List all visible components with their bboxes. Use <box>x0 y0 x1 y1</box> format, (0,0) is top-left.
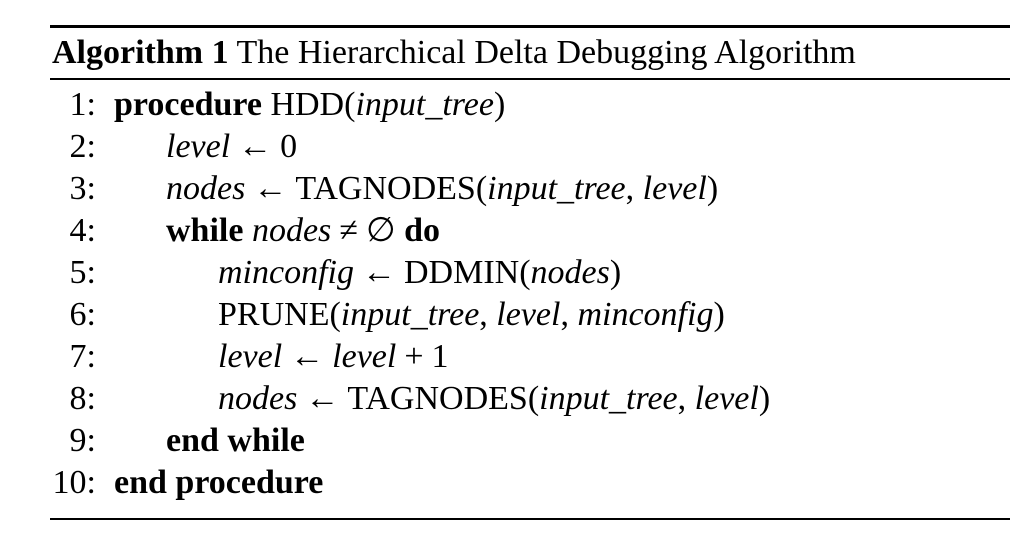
line-number: 10: <box>52 464 96 501</box>
algorithm-box: Algorithm 1 The Hierarchical Delta Debug… <box>50 25 1010 520</box>
paren-close: ) <box>758 380 771 417</box>
paren-open: ( <box>519 254 531 291</box>
var-input-tree: input_tree <box>340 296 480 333</box>
function-ddmin: DDMIN <box>403 254 520 291</box>
paren-close: ) <box>706 170 719 207</box>
literal-one: 1 <box>431 338 449 375</box>
algorithm-caption: Algorithm 1 The Hierarchical Delta Debug… <box>50 28 1010 78</box>
line-number: 9: <box>69 422 96 459</box>
caption-title: The Hierarchical Delta Debugging Algorit… <box>236 34 856 71</box>
paren-open: ( <box>475 170 488 207</box>
var-nodes: nodes <box>166 170 246 207</box>
var-level: level <box>642 170 707 207</box>
paren-close: ) <box>713 296 725 333</box>
line-code: PRUNE(input_tree, level, minconfig) <box>218 294 725 336</box>
comma: , <box>625 170 635 207</box>
comma: , <box>560 296 569 333</box>
line-number: 8: <box>69 380 96 417</box>
var-level: level <box>694 380 759 417</box>
paren-open: ( <box>344 86 356 123</box>
keyword-procedure: procedure <box>114 86 262 123</box>
function-tagnodes: TAGNODES <box>295 170 476 207</box>
line-code: level ← level +1 <box>218 336 449 378</box>
assign-arrow: ← <box>305 380 340 417</box>
keyword-while: while <box>166 212 244 249</box>
var-level: level <box>166 128 231 165</box>
not-equal-symbol: ≠ <box>339 212 358 249</box>
line-number: 2: <box>69 128 96 165</box>
line-code: minconfig ← DDMIN(nodes) <box>218 252 621 294</box>
line-code: while nodes ≠ ∅ do <box>166 210 440 252</box>
paren-open: ( <box>527 380 540 417</box>
var-minconfig: minconfig <box>218 254 354 291</box>
assign-arrow: ← <box>290 338 325 375</box>
line-number: 1: <box>69 86 96 123</box>
line-code: level ← 0 <box>166 126 297 168</box>
paren-close: ) <box>609 254 622 291</box>
var-level: level <box>332 338 397 375</box>
assign-arrow: ← <box>253 170 288 207</box>
line-number: 5: <box>69 254 96 291</box>
var-input-tree: input_tree <box>539 380 678 417</box>
line-code: end procedure <box>114 462 323 504</box>
var-nodes: nodes <box>218 380 298 417</box>
function-prune: PRUNE <box>218 296 330 333</box>
algorithm-line-3: 3: nodes ← TAGNODES(input_tree, level) <box>50 168 1010 210</box>
algorithm-line-7: 7: level ← level +1 <box>50 336 1010 378</box>
line-code: nodes ← TAGNODES(input_tree, level) <box>166 168 718 210</box>
line-code: nodes ← TAGNODES(input_tree, level) <box>218 378 770 420</box>
line-number: 6: <box>69 296 96 333</box>
line-number: 3: <box>69 170 96 207</box>
paren-close: ) <box>493 86 506 123</box>
line-number: 7: <box>69 338 96 375</box>
assign-arrow: ← <box>238 128 273 165</box>
assign-arrow: ← <box>361 254 396 291</box>
algorithm-line-8: 8: nodes ← TAGNODES(input_tree, level) <box>50 378 1010 420</box>
algorithm-line-2: 2: level ← 0 <box>50 126 1010 168</box>
line-number: 4: <box>69 212 96 249</box>
var-input-tree: input_tree <box>487 170 626 207</box>
algorithm-lines: 1: procedure HDD(input_tree) 2: level ← 0 … <box>50 84 1010 504</box>
var-level: level <box>496 296 561 333</box>
var-input-tree: input_tree <box>355 86 494 123</box>
algorithm-line-5: 5: minconfig ← DDMIN(nodes) <box>50 252 1010 294</box>
algorithm-line-6: 6: PRUNE(input_tree, level, minconfig) <box>50 294 1010 336</box>
algorithm-line-4: 4: while nodes ≠ ∅ do <box>50 210 1010 252</box>
plus-symbol: + <box>404 338 424 375</box>
caption-label: Algorithm 1 <box>52 34 229 71</box>
bottom-rule <box>50 518 1010 520</box>
top-rule <box>50 25 1010 28</box>
paren-open: ( <box>329 296 341 333</box>
line-code: end while <box>166 420 305 462</box>
algorithm-line-9: 9: end while <box>50 420 1010 462</box>
line-code: procedure HDD(input_tree) <box>114 84 505 126</box>
var-nodes: nodes <box>530 254 610 291</box>
keyword-do: do <box>404 212 440 249</box>
comma: , <box>479 296 488 333</box>
comma: , <box>677 380 687 417</box>
keyword-end-procedure: end procedure <box>114 464 324 501</box>
var-level: level <box>218 338 283 375</box>
var-minconfig: minconfig <box>577 296 714 333</box>
caption-rule <box>50 78 1010 80</box>
algorithm-line-1: 1: procedure HDD(input_tree) <box>50 84 1010 126</box>
function-hdd: HDD <box>270 86 345 123</box>
function-tagnodes: TAGNODES <box>347 380 528 417</box>
literal-zero: 0 <box>280 128 298 165</box>
empty-set-symbol: ∅ <box>365 212 396 249</box>
var-nodes: nodes <box>251 212 332 249</box>
algorithm-line-10: 10: end procedure <box>50 462 1010 504</box>
keyword-end-while: end while <box>166 422 305 459</box>
